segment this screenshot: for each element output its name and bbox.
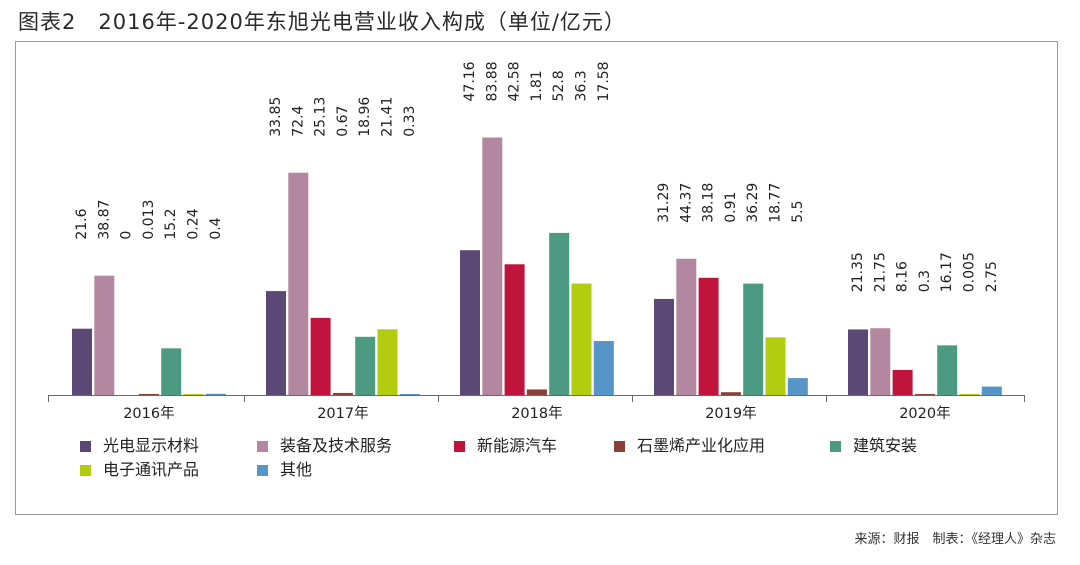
legend-label: 其他 [280,460,312,479]
data-label-2020年-建筑安装: 16.17 [939,252,955,292]
x-tick-label: 2020年 [899,405,950,422]
bar-2018年-其他 [593,341,614,395]
bar-2020年-建筑安装 [937,345,958,395]
bar-2016年-建筑安装 [161,348,182,395]
data-label-2020年-装备及技术服务: 21.75 [872,252,888,292]
chart-frame [15,41,1058,515]
legend-label: 新能源汽车 [477,436,557,455]
legend-label: 建筑安装 [853,436,917,455]
data-label-2020年-光电显示材料: 21.35 [850,252,866,292]
data-label-2018年-石墨烯产业化应用: 1.81 [529,70,545,101]
data-label-2020年-其他: 2.75 [984,261,1000,292]
data-label-2019年-装备及技术服务: 44.37 [678,183,694,223]
data-label-2016年-电子通讯产品: 0.24 [186,208,202,239]
x-tick-label: 2017年 [317,405,368,422]
data-label-2020年-新能源汽车: 8.16 [895,261,911,292]
legend-swatch [80,441,91,452]
legend-swatch [614,441,625,452]
bar-2020年-光电显示材料 [848,329,868,395]
x-tick-label: 2018年 [511,405,562,422]
legend-label: 光电显示材料 [103,436,199,455]
data-label-2018年-其他: 17.58 [596,61,612,101]
legend-swatch [257,465,268,476]
data-label-2019年-光电显示材料: 31.29 [656,183,672,223]
bar-2020年-电子通讯产品 [959,394,980,395]
legend-swatch [80,465,91,476]
legend-swatch [257,441,268,452]
data-label-2018年-建筑安装: 52.8 [551,70,567,101]
bar-2020年-其他 [981,386,1002,395]
data-label-2019年-电子通讯产品: 18.77 [768,183,784,223]
bar-2017年-建筑安装 [355,336,376,395]
bar-2018年-新能源汽车 [504,264,525,395]
bar-2018年-光电显示材料 [460,250,480,395]
x-tick-label: 2019年 [705,405,756,422]
bar-2019年-建筑安装 [743,283,764,395]
data-label-2017年-光电显示材料: 33.85 [268,97,284,137]
x-tick-labels-layer: 2016年 2017年 2018年 2019年 2020年 [123,405,950,422]
bar-2019年-其他 [787,378,808,395]
data-label-2018年-光电显示材料: 47.16 [462,61,478,101]
data-label-2019年-石墨烯产业化应用: 0.91 [723,192,739,223]
data-label-2019年-新能源汽车: 38.18 [701,183,717,223]
x-tick-label: 2016年 [123,405,174,422]
data-label-2016年-其他: 0.4 [208,217,224,239]
data-label-2016年-光电显示材料: 21.6 [74,208,90,239]
bar-2016年-光电显示材料 [72,328,92,395]
bar-2019年-光电显示材料 [654,298,674,395]
data-label-2017年-新能源汽车: 25.13 [313,97,329,137]
data-label-2016年-装备及技术服务: 38.87 [96,200,112,240]
data-label-2018年-装备及技术服务: 83.88 [484,61,500,101]
bar-2017年-装备及技术服务 [288,172,309,395]
chart-title: 图表2 2016年-2020年东旭光电营业收入构成（单位/亿元） [18,10,626,34]
bar-2017年-电子通讯产品 [377,329,398,395]
data-label-2017年-电子通讯产品: 21.41 [380,97,396,137]
data-label-2019年-其他: 5.5 [790,201,806,223]
bar-2020年-装备及技术服务 [870,328,891,395]
bar-2018年-石墨烯产业化应用 [526,389,547,395]
data-label-2016年-建筑安装: 15.2 [163,208,179,239]
bar-2018年-电子通讯产品 [571,283,592,395]
data-label-2018年-电子通讯产品: 36.3 [574,70,590,101]
bar-2019年-石墨烯产业化应用 [720,392,741,395]
data-label-2020年-石墨烯产业化应用: 0.3 [917,270,933,292]
data-label-2017年-其他: 0.33 [402,106,418,137]
data-label-2020年-电子通讯产品: 0.005 [962,252,978,292]
data-label-2018年-新能源汽车: 42.58 [507,61,523,101]
bar-2020年-石墨烯产业化应用 [914,394,935,395]
bar-2017年-其他 [399,393,420,395]
bar-2016年-电子通讯产品 [183,394,204,395]
legend-label: 电子通讯产品 [103,460,199,479]
bar-2019年-装备及技术服务 [676,258,697,395]
x-ticks-layer [48,395,1025,402]
source-note: 来源：财报 制表：《经理人》杂志 [854,532,1056,547]
legend-swatch [830,441,841,452]
bar-2017年-光电显示材料 [266,291,286,395]
bar-2016年-装备及技术服务 [94,275,115,395]
legend-swatch [454,441,465,452]
data-label-2017年-装备及技术服务: 72.4 [290,105,306,136]
bar-2018年-装备及技术服务 [482,137,503,395]
data-label-2017年-石墨烯产业化应用: 0.67 [335,106,351,137]
bar-2016年-石墨烯产业化应用 [138,394,159,395]
data-label-2016年-新能源汽车: 0 [119,231,135,240]
bar-2020年-新能源汽车 [892,369,913,395]
bar-2017年-新能源汽车 [310,317,331,395]
data-label-2016年-石墨烯产业化应用: 0.013 [141,200,157,240]
legend-label: 装备及技术服务 [280,436,392,455]
bar-2018年-建筑安装 [549,232,570,395]
bar-2019年-电子通讯产品 [765,337,786,395]
bars-layer [72,137,1002,395]
data-label-2019年-建筑安装: 36.29 [745,183,761,223]
bar-2017年-石墨烯产业化应用 [332,392,353,395]
bar-2019年-新能源汽车 [698,277,719,395]
data-label-2017年-建筑安装: 18.96 [357,97,373,137]
bar-2016年-其他 [205,393,226,395]
legend-label: 石墨烯产业化应用 [637,436,765,455]
value-labels-layer: 21.6 38.87 0 0.013 15.2 0.24 0.4 33.85 72.4 25.13… [74,61,1000,292]
